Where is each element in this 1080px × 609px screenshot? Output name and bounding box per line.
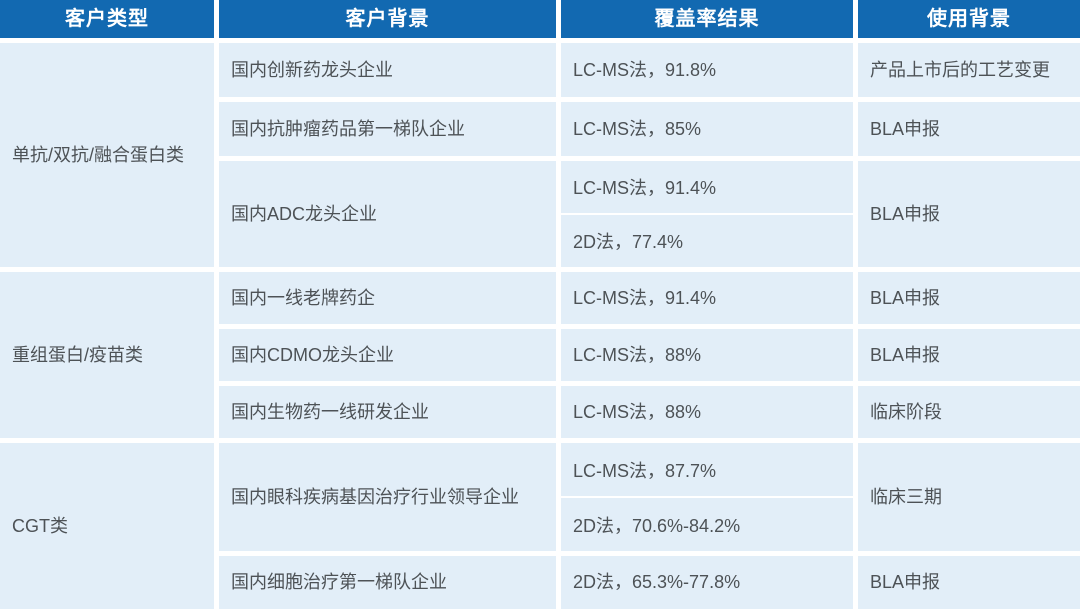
coverage-cell-group: LC-MS法，91.4% 2D法，77.4% [561,161,853,267]
coverage-cell: LC-MS法，88% [561,386,853,438]
usage-cell: 临床阶段 [858,386,1080,438]
col-header-usage-background: 使用背景 [858,0,1080,38]
usage-cell: BLA申报 [858,161,1080,267]
customer-background-cell: 国内创新药龙头企业 [219,43,556,97]
customer-background-cell: 国内ADC龙头企业 [219,161,556,267]
coverage-cell: 2D法，65.3%-77.8% [561,556,853,609]
coverage-subcell: LC-MS法，87.7% [561,443,853,496]
usage-cell: 临床三期 [858,443,1080,551]
col-header-customer-type: 客户类型 [0,0,214,38]
col-header-coverage-result: 覆盖率结果 [561,0,853,38]
customer-type-group-cell: CGT类 [0,443,214,609]
customer-background-cell: 国内CDMO龙头企业 [219,329,556,381]
customer-type-group-cell: 重组蛋白/疫苗类 [0,272,214,438]
col-header-customer-background: 客户背景 [219,0,556,38]
customer-background-cell: 国内生物药一线研发企业 [219,386,556,438]
coverage-cell: LC-MS法，91.8% [561,43,853,97]
usage-cell: BLA申报 [858,102,1080,156]
coverage-cell: LC-MS法，88% [561,329,853,381]
customer-background-cell: 国内细胞治疗第一梯队企业 [219,556,556,609]
usage-cell: BLA申报 [858,272,1080,324]
coverage-subcell: 2D法，70.6%-84.2% [561,498,853,551]
coverage-cell-group: LC-MS法，87.7% 2D法，70.6%-84.2% [561,443,853,551]
coverage-subcell: LC-MS法，91.4% [561,161,853,213]
customer-background-cell: 国内抗肿瘤药品第一梯队企业 [219,102,556,156]
coverage-cell: LC-MS法，91.4% [561,272,853,324]
customer-background-cell: 国内眼科疾病基因治疗行业领导企业 [219,443,556,551]
customer-type-group-cell: 单抗/双抗/融合蛋白类 [0,43,214,267]
coverage-cell: LC-MS法，85% [561,102,853,156]
customer-background-cell: 国内一线老牌药企 [219,272,556,324]
usage-cell: 产品上市后的工艺变更 [858,43,1080,97]
coverage-subcell: 2D法，77.4% [561,215,853,267]
usage-cell: BLA申报 [858,329,1080,381]
usage-cell: BLA申报 [858,556,1080,609]
